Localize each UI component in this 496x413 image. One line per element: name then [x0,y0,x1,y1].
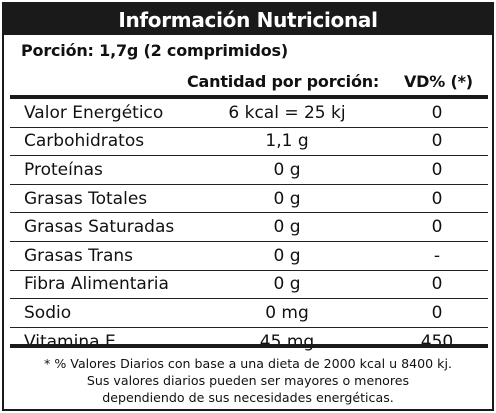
footnote-line: Sus valores diarios pueden ser mayores o… [86,373,410,388]
label-title: Información Nutricional [4,4,492,35]
nutrient-row: Sodio 0 mg 0 [10,299,488,328]
nutrient-row: Grasas Totales 0 g 0 [10,185,488,214]
nutrient-row: Carbohidratos 1,1 g 0 [10,128,488,157]
nutrient-daily-value: 0 [431,217,443,238]
quantity-column-header: Cantidad por porción: [187,72,380,91]
daily-value-column-header: VD% (*) [404,72,473,91]
nutrient-quantity: 0 mg [265,302,309,323]
nutrient-row: Fibra Alimentaria 0 g 0 [10,271,488,300]
nutrient-row: Grasas Saturadas 0 g 0 [10,213,488,242]
nutrient-quantity: 0 g [273,274,301,295]
nutrient-daily-value: 0 [431,302,443,323]
nutrient-name: Vitamina E [24,331,116,352]
nutrient-row: Grasas Trans 0 g - [10,242,488,271]
nutrient-row: Vitamina E 45 mg 450 [10,328,488,356]
nutrient-table: Valor Energético 6 kcal = 25 kj 0 Carboh… [10,99,488,355]
footer-divider [10,344,488,348]
nutrient-row: Proteínas 0 g 0 [10,156,488,185]
nutrient-quantity: 6 kcal = 25 kj [228,102,346,123]
nutrient-daily-value: 0 [431,131,443,152]
nutrient-name: Fibra Alimentaria [24,274,169,295]
nutrient-daily-value: 0 [431,159,443,180]
nutrient-quantity: 0 g [273,159,301,180]
nutrient-daily-value: 450 [420,331,454,352]
nutrient-name: Sodio [24,302,72,323]
footnote-line: * % Valores Diarios con base a una dieta… [44,356,452,371]
nutrient-quantity: 1,1 g [265,131,309,152]
footnote-line: dependiendo de sus necesidades energétic… [102,390,394,405]
nutrient-daily-value: - [433,245,441,266]
nutrient-quantity: 0 g [273,217,301,238]
footnote: * % Valores Diarios con base a una dieta… [4,355,492,406]
header-divider [10,95,488,99]
nutrient-name: Grasas Totales [24,188,148,209]
nutrient-quantity: 0 g [273,188,301,209]
nutrient-quantity: 45 mg [259,331,315,352]
nutrient-row: Valor Energético 6 kcal = 25 kj 0 [10,99,488,128]
nutrient-daily-value: 0 [431,102,443,123]
nutrient-daily-value: 0 [431,274,443,295]
portion-size: Porción: 1,7g (2 comprimidos) [21,41,288,60]
nutrient-quantity: 0 g [273,245,301,266]
nutrient-name: Carbohidratos [24,131,145,152]
nutrient-name: Grasas Saturadas [24,217,175,238]
nutrient-name: Proteínas [24,159,103,180]
nutrient-daily-value: 0 [431,188,443,209]
nutrient-name: Grasas Trans [24,245,134,266]
nutrient-name: Valor Energético [24,102,164,123]
